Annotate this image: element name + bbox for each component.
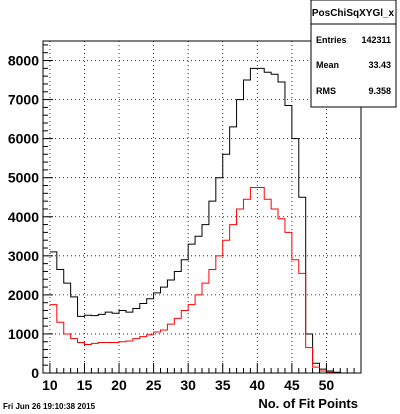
stats-rms-value: 9.358 bbox=[368, 86, 391, 96]
x-tick-label: 40 bbox=[250, 377, 266, 393]
y-tick-label: 0 bbox=[31, 365, 39, 381]
stats-mean-value: 33.43 bbox=[368, 60, 391, 70]
stats-entries-value: 142311 bbox=[361, 35, 391, 45]
x-tick-label: 15 bbox=[77, 377, 93, 393]
x-tick-label: 20 bbox=[111, 377, 127, 393]
timestamp: Fri Jun 26 19:10:38 2015 bbox=[3, 402, 96, 411]
y-tick-label: 1000 bbox=[8, 326, 39, 342]
histogram-series bbox=[49, 67, 361, 374]
y-tick-label: 4000 bbox=[8, 209, 39, 225]
histogram-line-black bbox=[49, 67, 361, 374]
y-tick-label: 2000 bbox=[8, 287, 39, 303]
stats-rms-label: RMS bbox=[316, 86, 336, 96]
stats-entries-label: Entries bbox=[316, 35, 347, 45]
stats-box: PosChiSqXYGl_x Entries 142311 Mean 33.43… bbox=[310, 0, 397, 108]
y-tick-label: 3000 bbox=[8, 248, 39, 264]
stats-title: PosChiSqXYGl_x bbox=[312, 8, 395, 19]
y-tick-label: 5000 bbox=[8, 170, 39, 186]
y-tick-label: 8000 bbox=[8, 53, 39, 69]
stats-mean-label: Mean bbox=[316, 60, 339, 70]
x-tick-label: 10 bbox=[42, 377, 58, 393]
histogram-line-red bbox=[49, 186, 361, 374]
x-tick-label: 25 bbox=[146, 377, 162, 393]
x-tick-label: 35 bbox=[215, 377, 231, 393]
x-tick-label: 45 bbox=[284, 377, 300, 393]
x-tick-label: 30 bbox=[180, 377, 196, 393]
axes: 10 15 20 25 30 35 40 45 50 0 1000 2000 3000 4000 5000 6… bbox=[8, 44, 362, 393]
x-tick-label: 50 bbox=[319, 377, 335, 393]
y-tick-label: 7000 bbox=[8, 92, 39, 108]
y-tick-label: 6000 bbox=[8, 131, 39, 147]
x-axis-title: No. of Fit Points bbox=[258, 396, 358, 411]
